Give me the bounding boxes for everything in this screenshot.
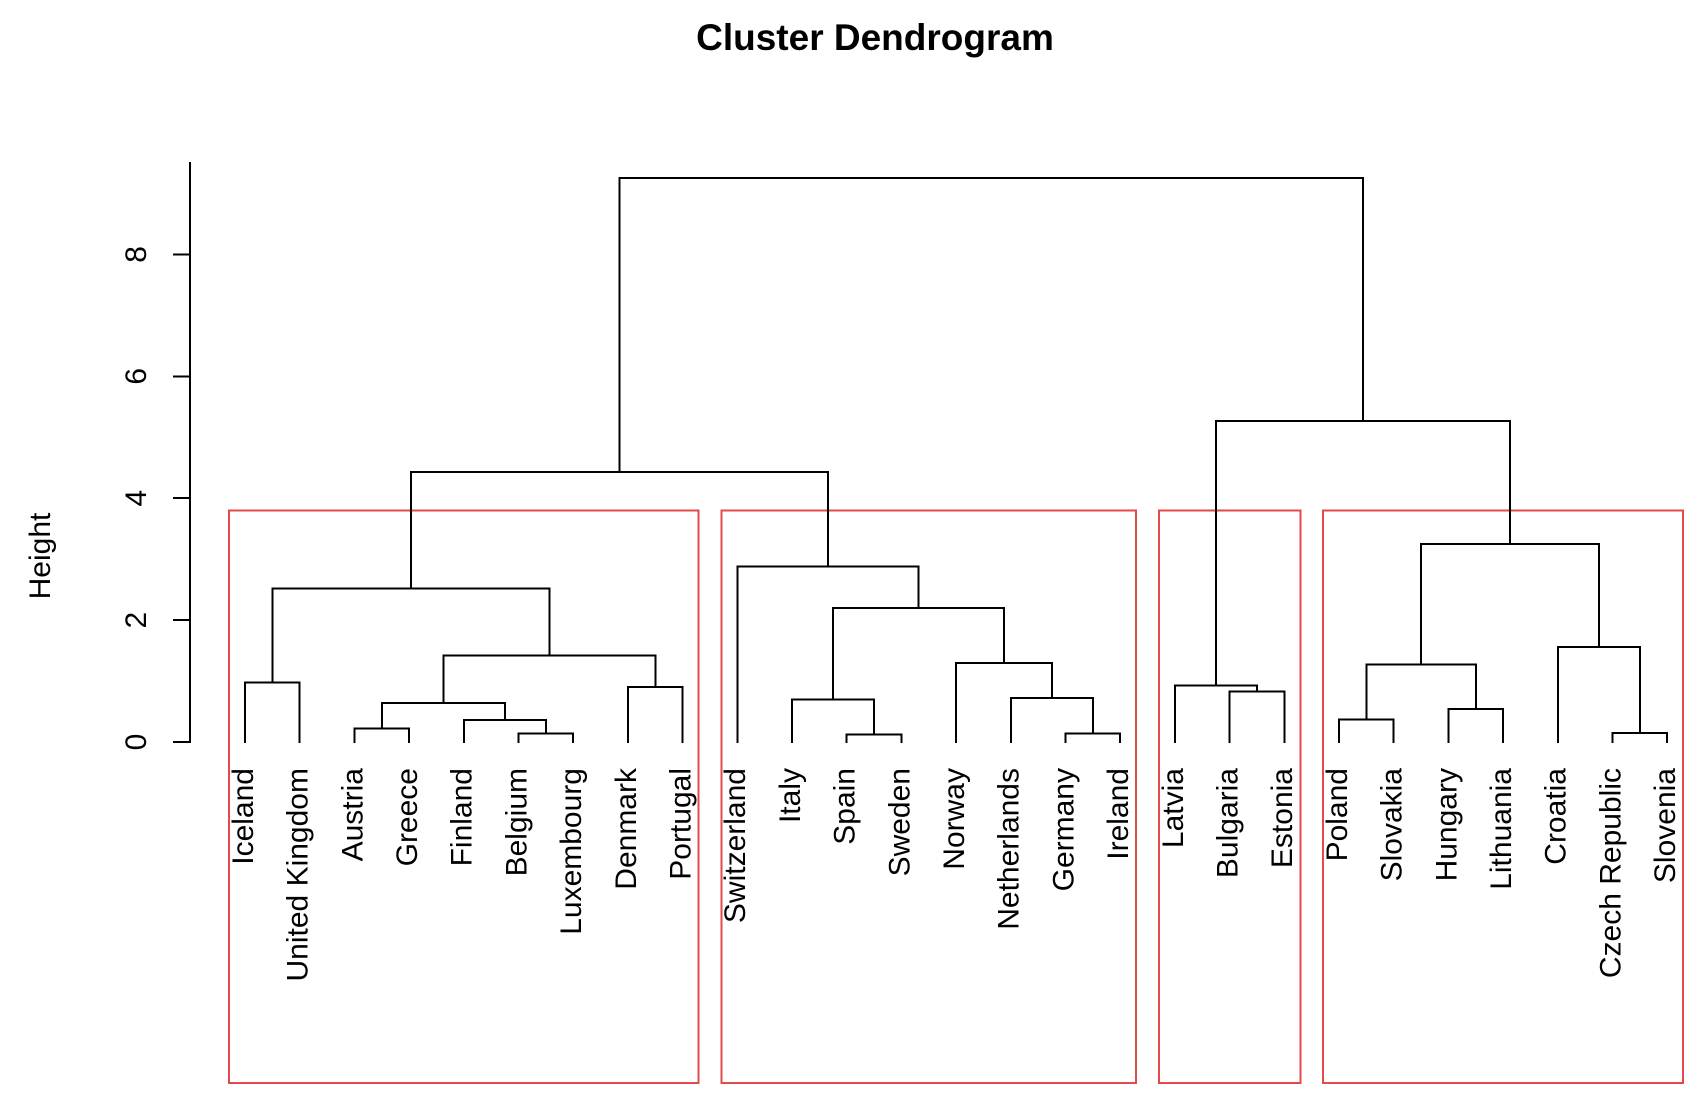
leaf-label: Iceland (227, 768, 260, 865)
leaf-label: Germany (1047, 768, 1080, 891)
leaf-label: Norway (938, 768, 971, 870)
leaf-label: Denmark (610, 767, 643, 890)
cluster-box-4 (1322, 509, 1685, 1084)
leaf-label: Estonia (1266, 768, 1299, 868)
leaf-label: Czech Republic (1594, 768, 1627, 978)
leaf-label: Netherlands (993, 768, 1026, 930)
y-axis-label: Height (24, 512, 57, 599)
leaf-label: Croatia (1540, 768, 1573, 865)
leaf-label: Portugal (665, 768, 698, 880)
leaf-labels: Iceland United Kingdom Austria Greece Finlan… (227, 767, 1682, 981)
leaf-label: Italy (774, 768, 807, 823)
leaf-label: Lithuania (1485, 768, 1518, 890)
y-tick-label-8: 8 (120, 246, 153, 263)
leaf-label: Finland (446, 768, 479, 866)
leaf-label: Ireland (1102, 768, 1135, 860)
leaf-label: Switzerland (719, 768, 752, 923)
leaf-label: Belgium (500, 768, 533, 876)
dendrogram-tree (244, 177, 1669, 743)
chart-title: Cluster Dendrogram (696, 17, 1054, 58)
y-tick-label-0: 0 (120, 734, 153, 751)
cluster-box-3 (1157, 509, 1302, 1084)
leaf-label: Austria (336, 768, 369, 862)
leaf-label: Greece (391, 768, 424, 866)
leaf-label: Latvia (1157, 768, 1190, 848)
y-axis: 0 2 4 6 8 (120, 162, 191, 751)
y-tick-label-2: 2 (120, 612, 153, 629)
cluster-box-2 (720, 509, 1138, 1084)
leaf-label: Spain (829, 768, 862, 845)
leaf-label: Slovakia (1376, 768, 1409, 882)
leaf-label: Luxembourg (555, 768, 588, 935)
leaf-label: Hungary (1430, 768, 1463, 881)
leaf-label: Poland (1321, 768, 1354, 861)
cluster-box-1 (228, 509, 700, 1084)
leaf-label: United Kingdom (282, 768, 315, 981)
leaf-label: Slovenia (1649, 768, 1682, 883)
cluster-boxes (228, 509, 1685, 1084)
leaf-label: Bulgaria (1212, 768, 1245, 878)
y-tick-label-4: 4 (120, 490, 153, 507)
leaf-label: Sweden (883, 768, 916, 876)
y-tick-label-6: 6 (120, 368, 153, 385)
